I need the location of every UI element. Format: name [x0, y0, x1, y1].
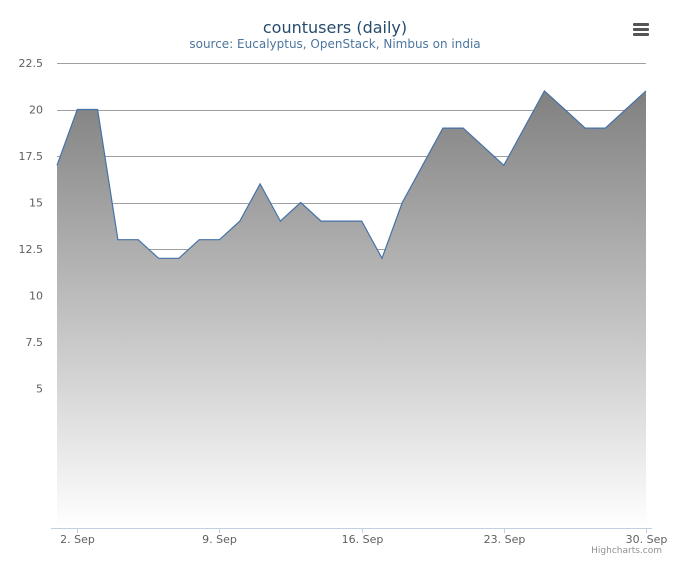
data-point[interactable] — [115, 237, 121, 243]
data-point[interactable] — [521, 125, 527, 131]
credits-link[interactable]: Highcharts.com — [591, 546, 662, 556]
data-point[interactable] — [623, 107, 629, 113]
data-point[interactable] — [562, 107, 568, 113]
export-menu-button[interactable] — [628, 18, 654, 40]
data-point[interactable] — [156, 255, 162, 261]
data-point[interactable] — [74, 107, 80, 113]
chart-subtitle: source: Eucalyptus, OpenStack, Nimbus on… — [189, 37, 480, 51]
x-tick-label: 16. Sep — [342, 533, 384, 546]
series-area-fill — [57, 90, 646, 529]
data-point[interactable] — [420, 162, 426, 168]
hamburger-menu-icon — [633, 23, 649, 36]
data-point[interactable] — [460, 125, 466, 131]
data-point[interactable] — [501, 162, 507, 168]
y-tick-label: 22.5 — [19, 57, 44, 70]
data-point[interactable] — [257, 181, 263, 187]
data-point[interactable] — [440, 125, 446, 131]
data-point[interactable] — [541, 88, 547, 94]
data-point[interactable] — [176, 255, 182, 261]
data-point[interactable] — [643, 88, 649, 94]
data-point[interactable] — [95, 107, 101, 113]
data-point[interactable] — [217, 237, 223, 243]
data-point[interactable] — [298, 200, 304, 206]
y-tick-label: 15 — [29, 197, 43, 210]
data-point[interactable] — [481, 144, 487, 150]
data-point[interactable] — [135, 237, 141, 243]
data-point[interactable] — [338, 218, 344, 224]
y-tick-label: 12.5 — [19, 243, 44, 256]
chart-title: countusers (daily) — [263, 18, 407, 37]
x-tick-label: 23. Sep — [484, 533, 526, 546]
y-tick-label: 5 — [36, 383, 43, 396]
y-tick-label: 20 — [29, 104, 43, 117]
x-tick-label: 30. Sep — [626, 533, 668, 546]
data-point[interactable] — [399, 200, 405, 206]
y-tick-label: 17.5 — [19, 150, 44, 163]
data-point[interactable] — [359, 218, 365, 224]
y-tick-label: 7.5 — [26, 336, 44, 349]
data-point[interactable] — [196, 237, 202, 243]
data-point[interactable] — [602, 125, 608, 131]
x-tick-label: 9. Sep — [202, 533, 237, 546]
data-point[interactable] — [318, 218, 324, 224]
series-line — [56, 89, 647, 260]
data-point[interactable] — [582, 125, 588, 131]
x-tick-label: 2. Sep — [60, 533, 95, 546]
plot-area: 5 7.5 10 12.5 15 17.5 20 22.5 2. Sep 9. Sep 16. Se… — [19, 57, 668, 546]
data-point[interactable] — [54, 162, 60, 168]
data-point[interactable] — [237, 218, 243, 224]
data-point[interactable] — [277, 218, 283, 224]
y-tick-label: 10 — [29, 290, 43, 303]
data-point[interactable] — [379, 255, 385, 261]
